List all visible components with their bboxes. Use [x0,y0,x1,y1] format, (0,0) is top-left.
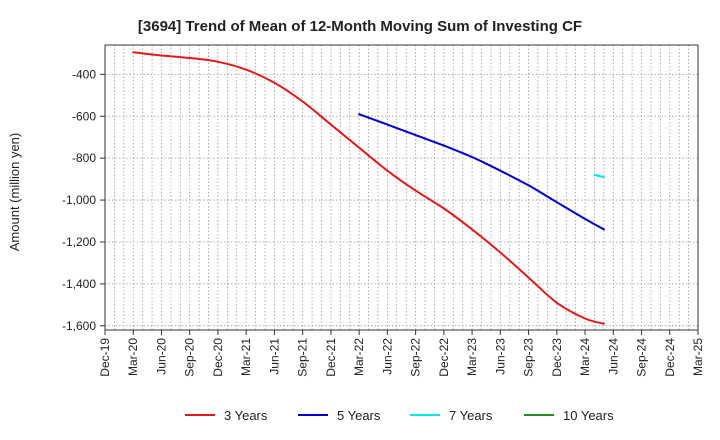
x-tick-label: Dec-19 [98,338,112,377]
legend-label: 5 Years [337,408,381,423]
x-tick-label: Jun-22 [380,338,394,375]
legend-label: 7 Years [449,408,493,423]
plot-area [104,44,699,331]
x-tick-label: Dec-20 [211,338,225,377]
x-tick-label: Jun-23 [493,338,507,375]
x-tick-label: Dec-22 [437,338,451,377]
legend: 3 Years 5 Years 7 Years 10 Years [185,408,614,423]
x-tick-label: Mar-23 [465,338,479,376]
chart-title: [3694] Trend of Mean of 12-Month Moving … [138,18,582,35]
series-line-3-years [132,51,605,325]
x-tick-label: Mar-21 [239,338,253,376]
legend-label: 3 Years [224,408,268,423]
y-tick-label: -1,200 [62,235,96,249]
x-tick-label: Dec-23 [550,338,564,377]
x-tick-label: Jun-21 [267,338,281,375]
legend-item-10-years: 10 Years [524,408,614,423]
y-tick-label: -1,000 [62,193,96,207]
x-axis-ticks: Dec-19 Mar-20 Jun-20 Sep-20 Dec-20 Mar-21 Jun-… [98,330,705,377]
x-tick-label: Dec-21 [324,338,338,377]
legend-item-3-years: 3 Years [185,408,268,423]
y-axis-label: Amount (million yen) [7,133,22,252]
legend-item-5-years: 5 Years [298,408,381,423]
x-tick-label: Sep-23 [522,338,536,377]
y-tick-label: -1,400 [62,277,96,291]
x-tick-label: Sep-21 [296,338,310,377]
y-tick-label: -400 [72,67,96,81]
x-tick-label: Jun-24 [606,338,620,375]
series-line-7-years [593,173,605,178]
y-axis-ticks: -400 -600 -800 -1,000 -1,200 -1,400 -1,600 [62,67,105,333]
x-tick-label: Sep-24 [635,338,649,377]
grid [105,45,698,330]
legend-item-7-years: 7 Years [410,408,493,423]
x-tick-label: Sep-22 [409,338,423,377]
legend-label: 10 Years [563,408,614,423]
x-tick-label: Mar-25 [691,338,705,376]
x-tick-label: Sep-20 [183,338,197,377]
x-tick-label: Jun-20 [154,338,168,375]
x-tick-label: Mar-20 [126,338,140,376]
series-lines [132,51,605,325]
series-line-5-years [358,113,605,231]
y-tick-label: -800 [72,151,96,165]
y-tick-label: -1,600 [62,319,96,333]
x-tick-label: Dec-24 [663,338,677,377]
y-tick-label: -600 [72,109,96,123]
x-tick-label: Mar-24 [578,338,592,376]
x-tick-label: Mar-22 [352,338,366,376]
